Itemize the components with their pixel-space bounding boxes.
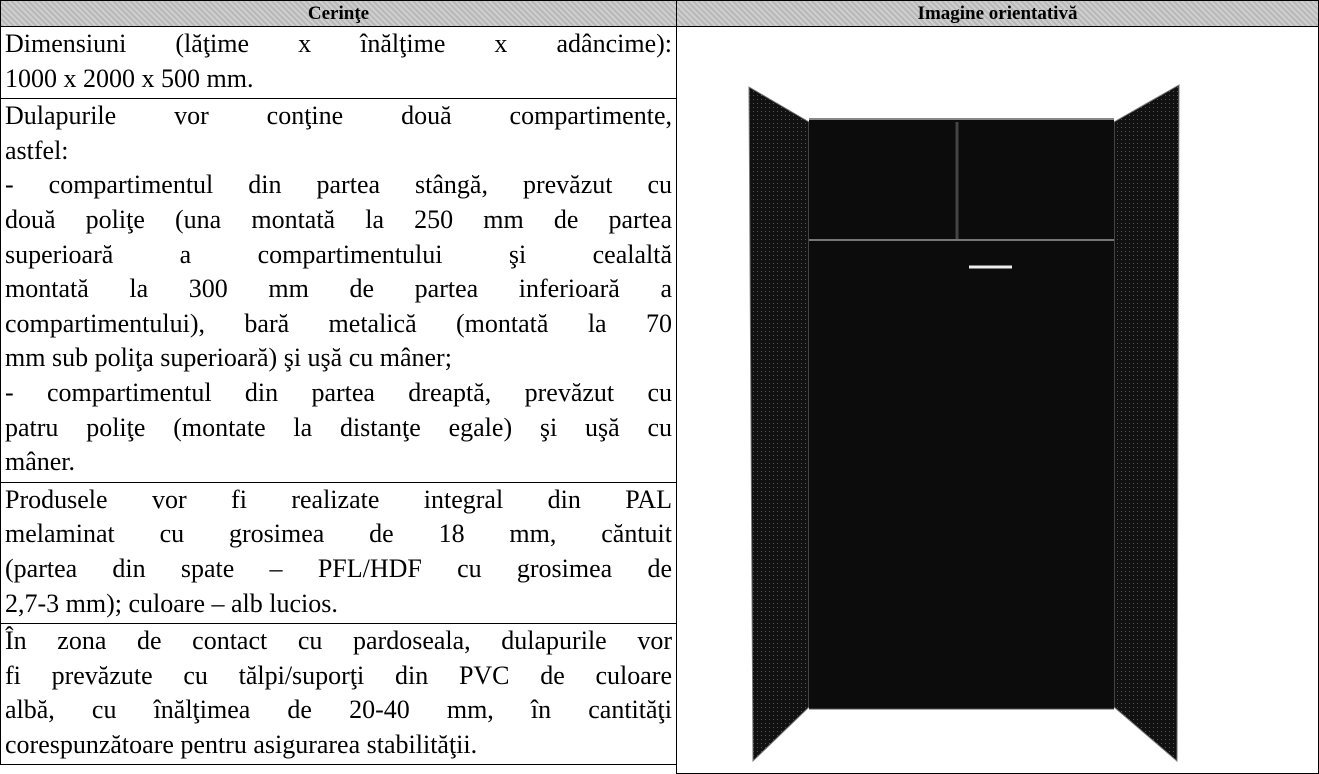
text-line: Dimensiuni (lăţime x înălţime x adâncime… [5, 29, 672, 58]
text-line: fi prevăzute cu tălpi/suporţi din PVC de… [5, 660, 672, 690]
image-cell [676, 27, 1319, 774]
right-side-panel [1113, 84, 1180, 763]
text-line: melaminat cu grosimea de 18 mm, căntuit [5, 519, 672, 549]
left-side-panel [748, 86, 810, 763]
text-line: patru poliţe (montate la distanţe egale)… [5, 412, 672, 442]
table-row: Dulapurile vor conţine două compartiment… [0, 99, 677, 483]
wardrobe-image [748, 84, 1180, 763]
header-cell: Cerinţe [0, 0, 677, 27]
text-line: (partea din spate – PFL/HDF cu grosimea … [5, 553, 672, 583]
text-line: corespunzătoare pentru asigurarea stabil… [5, 729, 478, 759]
text-line: mâner. [5, 447, 76, 477]
text-line: 1000 x 2000 x 500 mm. [5, 63, 254, 93]
text-line: compartimentului), bară metalică (montat… [5, 308, 672, 338]
requirements-column: Dimensiuni (lăţime x înălţime x adâncime… [0, 27, 677, 766]
header-cell: Imagine orientativă [676, 0, 1319, 27]
wardrobe-body [809, 119, 1114, 709]
text-line: superioară a compartimentului şi cealalt… [5, 239, 672, 269]
text-line: albă, cu înălţimea de 20-40 mm, în canti… [5, 695, 672, 725]
table-row: Dimensiuni (lăţime x înălţime x adâncime… [0, 27, 677, 100]
text-line: În zona de contact cu pardoseala, dulapu… [5, 626, 672, 656]
text-line: două poliţe (una montată la 250 mm de pa… [5, 204, 672, 234]
text-line: mm sub poliţa superioară) şi uşă cu mâne… [5, 343, 452, 373]
table-row: Produsele vor fi realizate integral din … [0, 482, 677, 625]
text-line: - compartimentul din partea dreaptă, pre… [5, 377, 672, 407]
text-line: Produsele vor fi realizate integral din … [5, 484, 672, 514]
text-line: montată la 300 mm de partea inferioară a [5, 274, 672, 304]
text-line: Dulapurile vor conţine două compartiment… [5, 101, 672, 131]
text-line: - compartimentul din partea stângă, prev… [5, 170, 672, 200]
text-line: 2,7-3 mm); culoare – alb lucios. [5, 588, 338, 618]
text-line: astfel: [5, 135, 69, 165]
table-row: În zona de contact cu pardoseala, dulapu… [0, 624, 677, 766]
